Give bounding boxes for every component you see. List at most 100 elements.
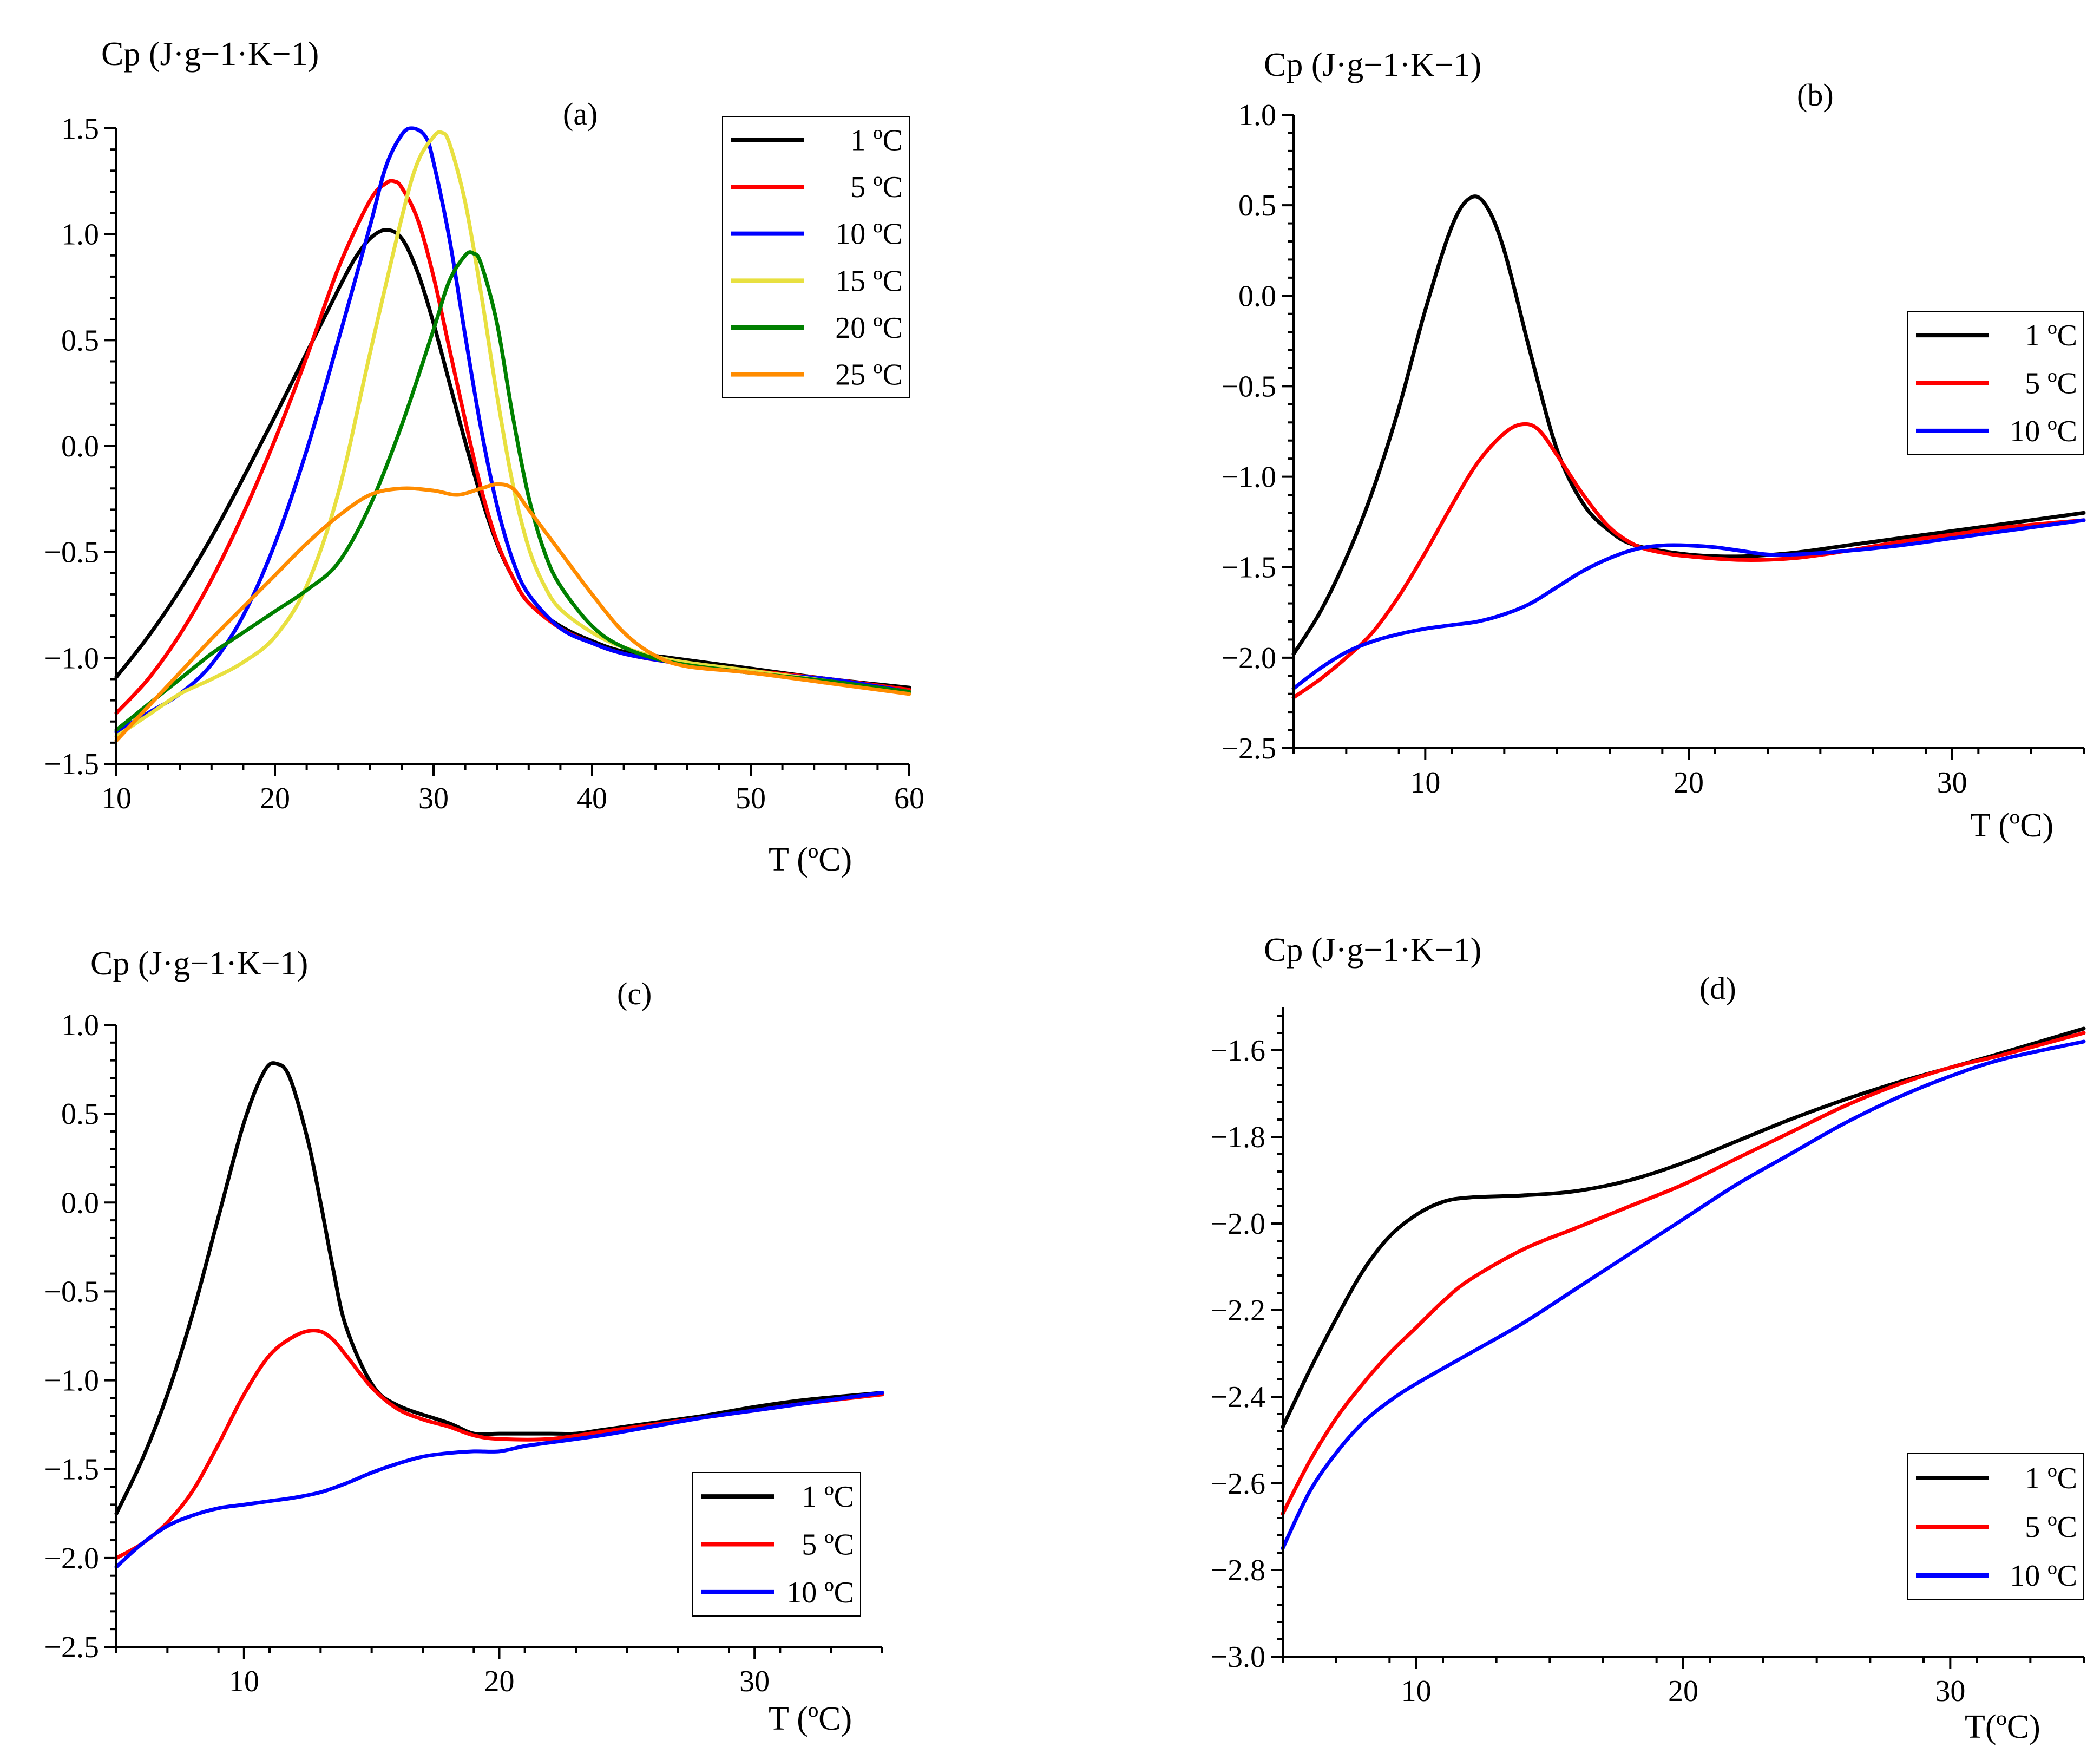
x-ticks: 10 20 30 bbox=[115, 1647, 883, 1698]
y-axis-title: Cp (J·g−1·K−1) bbox=[90, 945, 308, 982]
series-curves bbox=[114, 126, 911, 743]
x-axis-title: T (ºC) bbox=[769, 1700, 852, 1737]
legend-label: 1 ºC bbox=[802, 1480, 854, 1514]
legend-label: 10 ºC bbox=[835, 218, 903, 251]
panel-c: Cp (J·g−1·K−1) (c) −2.5 −2.0 −1.5 −1.0 −0.5 0… bbox=[44, 945, 884, 1737]
y-axis-title: Cp (J·g−1·K−1) bbox=[1264, 47, 1481, 83]
y-tick-label: −1.6 bbox=[1210, 1034, 1265, 1068]
x-tick-label: 10 bbox=[1401, 1674, 1432, 1708]
x-tick-label: 10 bbox=[229, 1665, 259, 1698]
y-tick-label: −1.5 bbox=[1221, 551, 1276, 585]
series-line bbox=[1291, 518, 2086, 691]
x-tick-label: 20 bbox=[1674, 766, 1704, 800]
y-tick-label: −1.5 bbox=[44, 1453, 99, 1487]
legend-label: 20 ºC bbox=[835, 311, 903, 345]
legend-label: 1 ºC bbox=[2025, 1462, 2077, 1495]
y-tick-label: −1.0 bbox=[1221, 461, 1276, 494]
y-tick-label: −1.0 bbox=[44, 1364, 99, 1398]
x-tick-label: 20 bbox=[260, 782, 290, 815]
y-tick-label: −2.0 bbox=[44, 1542, 99, 1575]
panel-label: (a) bbox=[563, 96, 598, 132]
x-axis-title: T (ºC) bbox=[769, 841, 852, 878]
y-tick-label: −3.0 bbox=[1210, 1640, 1265, 1674]
y-tick-label: −0.5 bbox=[44, 536, 99, 570]
x-axis-title: T(ºC) bbox=[1965, 1709, 2040, 1745]
legend-label: 5 ºC bbox=[802, 1528, 854, 1562]
series-line bbox=[1281, 1031, 2086, 1516]
y-tick-label: 0.5 bbox=[1238, 189, 1276, 223]
legend-label: 10 ºC bbox=[786, 1576, 854, 1609]
y-tick-label: −2.0 bbox=[1210, 1207, 1265, 1241]
x-tick-label: 20 bbox=[484, 1665, 515, 1698]
y-ticks: −2.5 −2.0 −1.5 −1.0 −0.5 0.0 0.5 1.0 bbox=[44, 1009, 116, 1664]
y-tick-label: 1.5 bbox=[61, 112, 99, 146]
x-tick-label: 30 bbox=[1935, 1674, 1965, 1708]
series-line bbox=[114, 1061, 884, 1516]
legend-label: 10 ºC bbox=[2010, 1559, 2077, 1593]
x-tick-label: 20 bbox=[1668, 1674, 1698, 1708]
x-tick-label: 50 bbox=[736, 782, 766, 815]
legend-label: 25 ºC bbox=[835, 358, 903, 392]
panel-a: Cp (J·g−1·K−1) (a) −1.5 −1.0 −0.5 0.0 0.5 1.0… bbox=[44, 36, 924, 878]
y-tick-label: −0.5 bbox=[1221, 370, 1276, 403]
y-ticks: −3.0 −2.8 −2.6 −2.4 −2.2 −2.0 −1.8 −1.6 bbox=[1210, 1015, 1283, 1674]
legend-label: 1 ºC bbox=[850, 123, 903, 157]
y-axis-title: Cp (J·g−1·K−1) bbox=[1264, 932, 1481, 969]
y-tick-label: −1.8 bbox=[1210, 1121, 1265, 1154]
y-tick-label: 0.0 bbox=[61, 1186, 99, 1220]
x-tick-label: 40 bbox=[577, 782, 607, 815]
panel-label: (c) bbox=[617, 976, 652, 1011]
x-ticks: 10 20 30 bbox=[1282, 1657, 2085, 1708]
x-ticks: 10 20 30 bbox=[1292, 748, 2085, 800]
legend-label: 5 ºC bbox=[2025, 1510, 2077, 1544]
legend: 1 ºC 5 ºC 10 ºC bbox=[692, 1472, 861, 1617]
series-line bbox=[1291, 422, 2086, 699]
y-tick-label: −2.0 bbox=[1221, 642, 1276, 675]
y-ticks: −1.5 −1.0 −0.5 0.0 0.5 1.0 1.5 bbox=[44, 112, 116, 781]
y-tick-label: −0.5 bbox=[44, 1275, 99, 1308]
x-tick-label: 10 bbox=[101, 782, 132, 815]
y-tick-label: 0.0 bbox=[61, 430, 99, 463]
legend-label: 5 ºC bbox=[850, 171, 903, 204]
x-tick-label: 10 bbox=[1410, 766, 1440, 800]
series-line bbox=[114, 1391, 884, 1569]
legend: 1 ºC 5 ºC 10 ºC bbox=[1907, 1453, 2084, 1600]
legend-label: 10 ºC bbox=[2010, 415, 2077, 448]
y-tick-label: 0.5 bbox=[61, 324, 99, 357]
panel-label: (d) bbox=[1699, 971, 1736, 1006]
y-tick-label: −1.5 bbox=[44, 748, 99, 781]
y-ticks: −2.5 −2.0 −1.5 −1.0 −0.5 0.0 0.5 1.0 bbox=[1221, 99, 1294, 765]
x-tick-label: 30 bbox=[739, 1665, 770, 1698]
panel-d: Cp (J·g−1·K−1) (d) −3.0−2.8−2.6−2.4−2.2−… bbox=[1210, 932, 2086, 1745]
legend: 1 ºC 5 ºC 10 ºC bbox=[1907, 311, 2084, 455]
series-curves bbox=[114, 1061, 884, 1569]
y-tick-label: 1.0 bbox=[61, 218, 99, 252]
series-line bbox=[114, 126, 911, 734]
series-line bbox=[1291, 194, 2086, 656]
x-tick-label: 30 bbox=[1937, 766, 1967, 800]
series-line bbox=[1281, 1039, 2086, 1550]
series-curves bbox=[1291, 194, 2086, 699]
legend-label: 15 ºC bbox=[835, 264, 903, 298]
y-tick-label: −1.0 bbox=[44, 642, 99, 675]
y-tick-label: −2.4 bbox=[1210, 1380, 1265, 1414]
y-tick-label: 0.0 bbox=[1238, 279, 1276, 313]
y-tick-label: −2.5 bbox=[1221, 732, 1276, 765]
y-axis-title: Cp (J·g−1·K−1) bbox=[101, 36, 319, 73]
series-line bbox=[1281, 1026, 2086, 1429]
y-tick-label: −2.6 bbox=[1210, 1467, 1265, 1501]
x-axis-title: T (ºC) bbox=[1970, 807, 2053, 844]
series-line bbox=[114, 250, 911, 732]
x-tick-label: 30 bbox=[418, 782, 449, 815]
legend: 1 ºC 5 ºC 10 ºC 15 ºC 20 ºC 25 ºC bbox=[722, 116, 910, 398]
legend-frame bbox=[722, 116, 910, 398]
y-tick-label: −2.2 bbox=[1210, 1294, 1265, 1327]
panel-b: Cp (J·g−1·K−1) (b) −2.5 −2.0 −1.5 −1.0 −0.5 0… bbox=[1221, 47, 2086, 844]
legend-label: 5 ºC bbox=[2025, 367, 2077, 401]
panel-label: (b) bbox=[1797, 77, 1834, 113]
x-ticks: 10 20 30 40 50 60 bbox=[101, 764, 924, 815]
y-tick-label: 0.5 bbox=[61, 1097, 99, 1131]
legend-label: 1 ºC bbox=[2025, 319, 2077, 352]
series-curves bbox=[1281, 1026, 2086, 1550]
